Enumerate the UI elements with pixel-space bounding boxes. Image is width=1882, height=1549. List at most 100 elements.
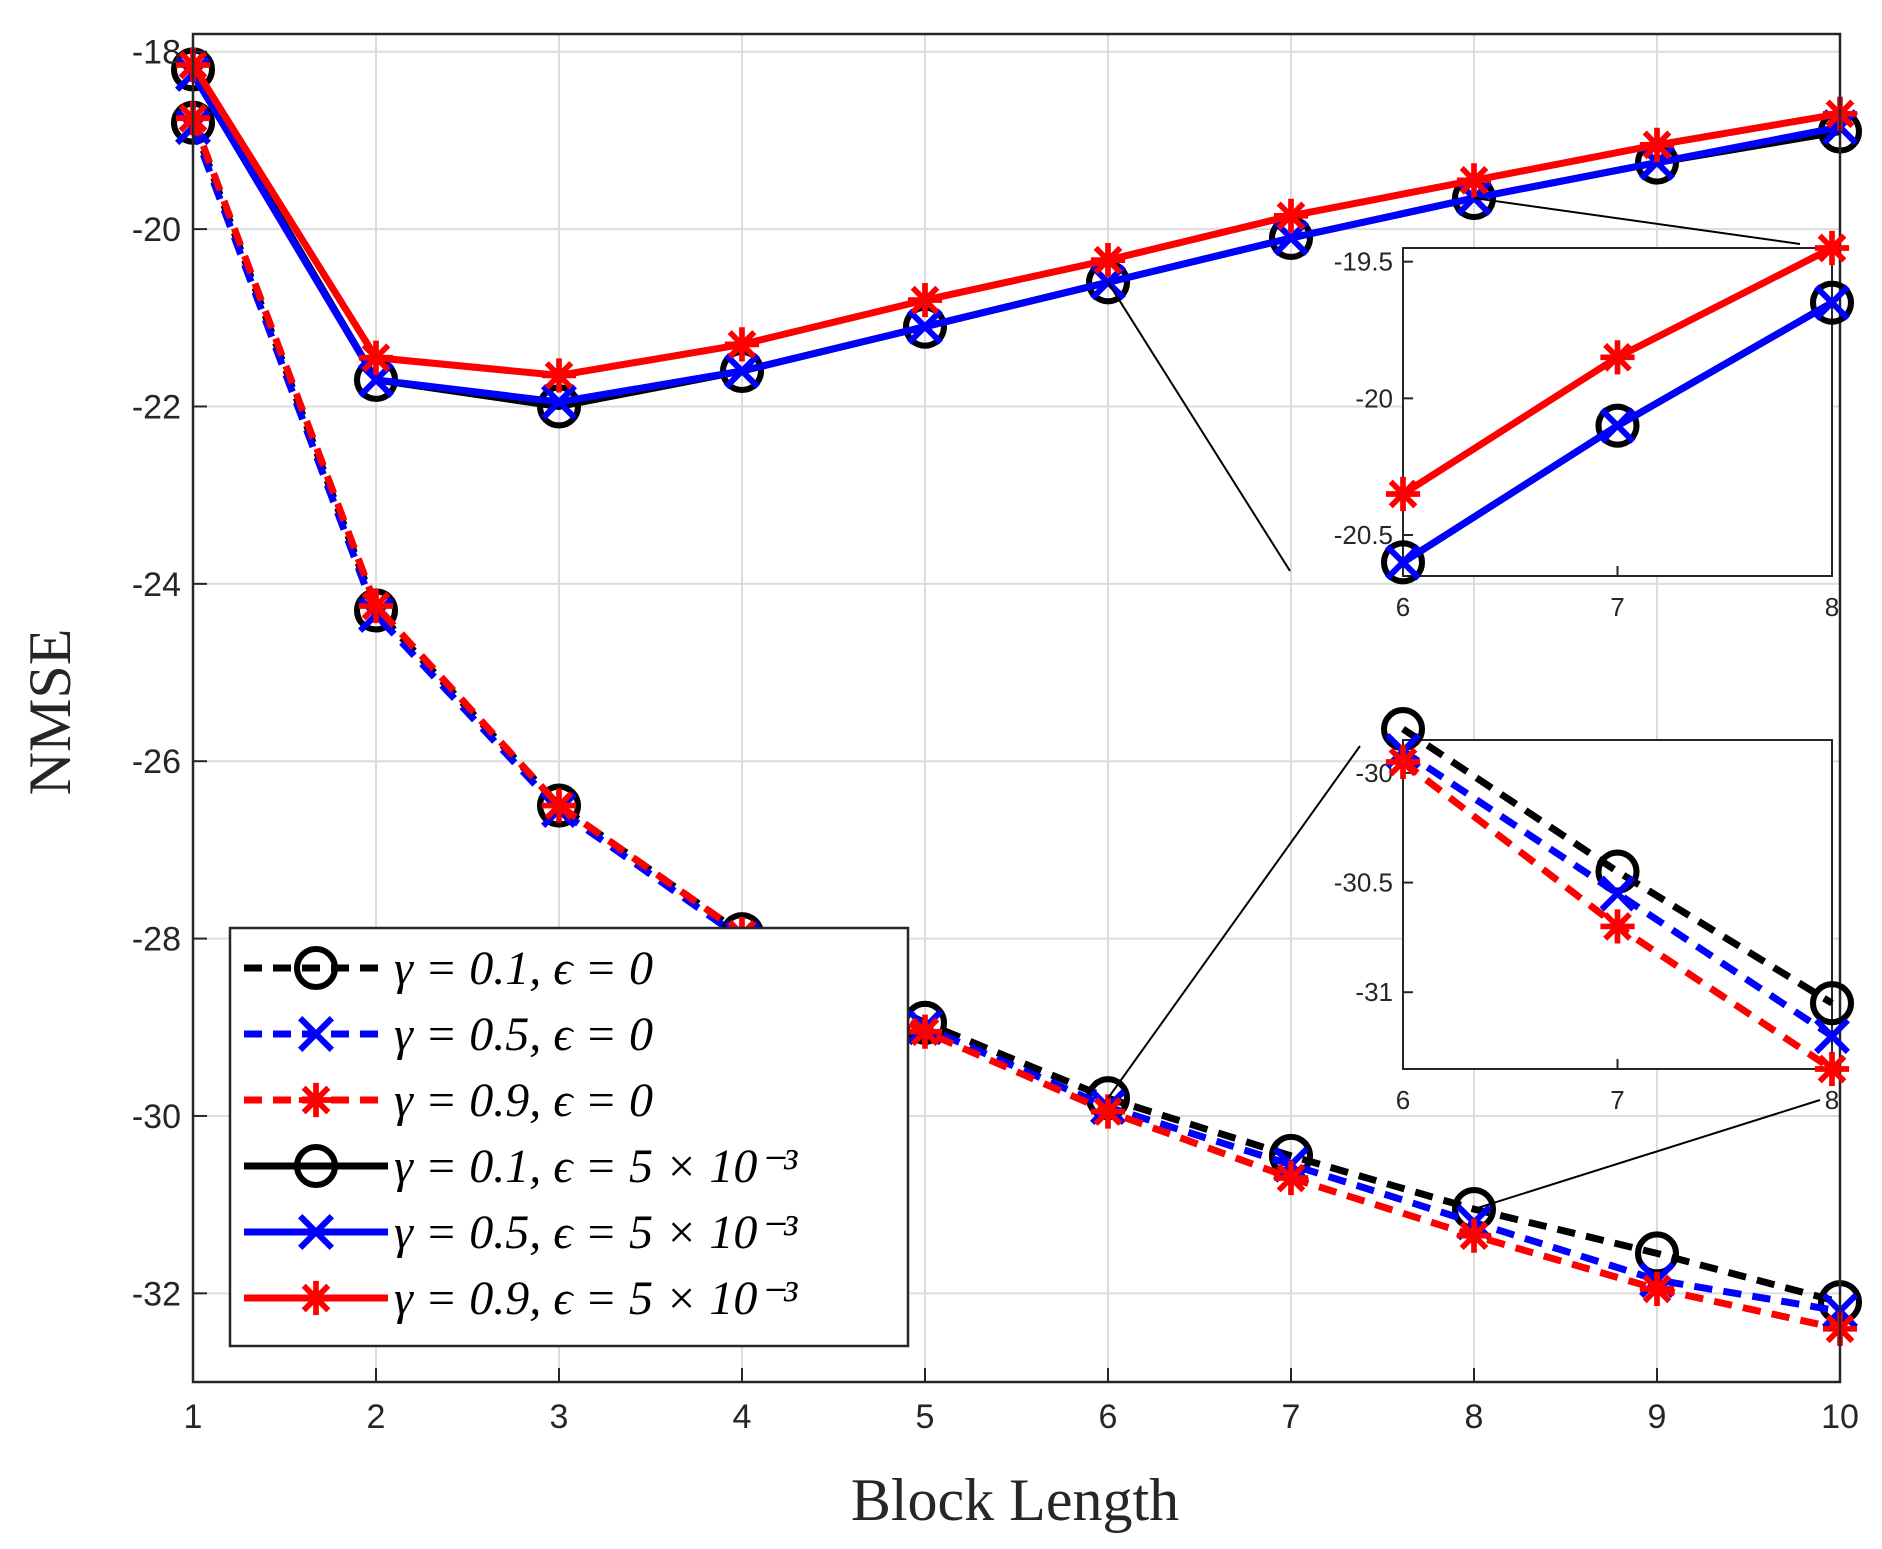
y-tick-label: -22 <box>132 388 181 426</box>
series-2-line <box>189 117 1841 1333</box>
inset-y-tick-label: -31 <box>1355 977 1393 1007</box>
series-4-line <box>189 72 1841 406</box>
legend-marker <box>298 1082 334 1118</box>
legend-entry: γ = 0.9, ϵ = 0 <box>244 1074 653 1127</box>
x-tick-label: 9 <box>1648 1398 1667 1436</box>
inset-upper-frame <box>1402 247 1833 577</box>
series-5-point <box>1639 127 1675 162</box>
x-tick-label: 2 <box>367 1398 386 1436</box>
x-tick-label: 8 <box>1465 1398 1484 1436</box>
series-5-point <box>1273 198 1309 233</box>
inset-upper-series-5-point <box>1385 476 1421 512</box>
inset-upper-series-5-point <box>1600 340 1635 375</box>
x-tick-label: 1 <box>184 1398 203 1436</box>
series-2-point <box>907 1014 943 1049</box>
series-4-point <box>541 384 577 421</box>
x-axis-label: Block Length <box>851 1467 1179 1533</box>
inset-lower-series-2-point <box>1385 744 1421 780</box>
inset-y-tick-label: -19.5 <box>1334 247 1393 277</box>
series-5-point <box>541 358 577 393</box>
inset-lower-frame <box>1402 739 1833 1070</box>
y-tick-label: -18 <box>132 34 181 72</box>
series-2-point <box>358 588 394 624</box>
legend-label: γ = 0.5, ϵ = 5 × 10⁻³ <box>394 1206 798 1259</box>
series-5-point <box>1090 243 1126 278</box>
legend-label: γ = 0.1, ϵ = 5 × 10⁻³ <box>394 1140 798 1193</box>
x-tick-label: 7 <box>1282 1398 1301 1436</box>
zoom-connector <box>1107 281 1291 572</box>
series-0-point <box>536 783 582 828</box>
x-tick-label: 4 <box>733 1398 752 1436</box>
series-5-line <box>190 63 1841 379</box>
zoom-insets: 6 7 8-20.5-20-19.56 7 8-31-30.5-30 <box>1334 230 1855 1115</box>
inset-x-tick-label: 7 <box>1610 1085 1624 1115</box>
main-axis-ticks: 1 2 3 4 5 6 7 8 9 10 -32 -30 -28 -26 -24 -22 -20 -18 <box>132 34 1859 1436</box>
inset-upper-series-4-point <box>1599 407 1636 444</box>
x-tick-label: 6 <box>1099 1398 1118 1436</box>
legend-marker <box>298 1214 334 1250</box>
legend-marker <box>293 945 339 991</box>
inset-lower-series-2-point <box>1600 909 1635 944</box>
inset-x-tick-label: 8 <box>1825 1085 1839 1115</box>
series-2-point <box>1639 1271 1675 1306</box>
inset-y-tick-label: -20.5 <box>1334 520 1393 550</box>
legend-label: γ = 0.9, ϵ = 5 × 10⁻³ <box>394 1272 798 1325</box>
inset-y-tick-label: -30.5 <box>1334 868 1393 898</box>
inset-upper-series-4-point <box>1814 284 1850 321</box>
y-tick-label: -32 <box>132 1275 181 1313</box>
series-5-point <box>358 340 394 375</box>
legend-box <box>228 926 910 1348</box>
series-4-point <box>907 308 943 345</box>
series-5-point <box>1456 163 1492 198</box>
inset-lower-series-0-line <box>1401 726 1834 1007</box>
inset-upper-series-5-point <box>1814 230 1850 266</box>
legend-marker <box>298 1280 334 1316</box>
inset-upper-series-3-point <box>1595 403 1640 448</box>
inset-upper: 6 7 8 -20.5 -20 -19.5 <box>1334 230 1855 622</box>
legend-marker <box>293 1143 339 1189</box>
series-2-point <box>541 788 577 823</box>
x-tick-label: 5 <box>916 1398 935 1436</box>
inset-lower-series-1-point <box>1814 1018 1850 1055</box>
zoom-connector-lines <box>1107 197 1821 1211</box>
inset-upper-series-4-point <box>1385 544 1421 581</box>
legend-marker <box>298 1016 334 1052</box>
series-2-point <box>1090 1094 1126 1129</box>
inset-y-tick-label: -20 <box>1355 383 1393 413</box>
legend-label: γ = 0.1, ϵ = 0 <box>394 942 653 995</box>
inset-lower-series-1-line <box>1401 748 1834 1040</box>
legend-entry: γ = 0.1, ϵ = 0 <box>244 942 653 995</box>
inset-x-tick-label: 6 <box>1396 1085 1410 1115</box>
legend-entry: γ = 0.1, ϵ = 5 × 10⁻³ <box>244 1140 798 1193</box>
inset-lower-series-1-point <box>1599 875 1636 912</box>
legend-entry: γ = 0.5, ϵ = 0 <box>244 1008 653 1061</box>
series-5-point <box>907 282 943 318</box>
inset-lower-series-2-point <box>1814 1051 1850 1087</box>
legend-label: γ = 0.5, ϵ = 0 <box>394 1008 653 1061</box>
zoom-connector <box>1473 197 1801 245</box>
y-axis-label: NMSE <box>17 629 83 796</box>
legend-entry: γ = 0.9, ϵ = 5 × 10⁻³ <box>244 1272 798 1325</box>
main-axes-frame <box>191 32 1842 1384</box>
inset-upper-series-3-point <box>1380 540 1426 585</box>
zoom-connector <box>1473 1099 1821 1211</box>
inset-upper-series-3-point <box>1809 280 1855 325</box>
inset-x-tick-label: 7 <box>1610 592 1624 622</box>
y-tick-label: -28 <box>132 921 181 959</box>
y-tick-label: -30 <box>132 1098 181 1136</box>
legend: γ = 0.1, ϵ = 0 γ = 0.5, ϵ = 0 γ = 0.9, ϵ =… <box>228 926 910 1348</box>
series-2-point <box>1273 1160 1309 1196</box>
y-tick-label: -20 <box>132 211 181 249</box>
x-tick-label: 10 <box>1821 1398 1859 1436</box>
legend-label: γ = 0.9, ϵ = 0 <box>394 1074 653 1127</box>
inset-x-tick-label: 6 <box>1396 592 1410 622</box>
legend-entry: γ = 0.5, ϵ = 5 × 10⁻³ <box>244 1206 798 1259</box>
inset-lower-series-0-point <box>1809 981 1855 1026</box>
inset-x-tick-label: 8 <box>1825 592 1839 622</box>
y-tick-label: -24 <box>132 566 181 604</box>
zoom-connector <box>1107 745 1361 1099</box>
y-tick-label: -26 <box>132 743 181 781</box>
series-2-point <box>1456 1218 1492 1253</box>
inset-lower: 6 7 8-31-30.5-30 <box>1334 706 1855 1115</box>
